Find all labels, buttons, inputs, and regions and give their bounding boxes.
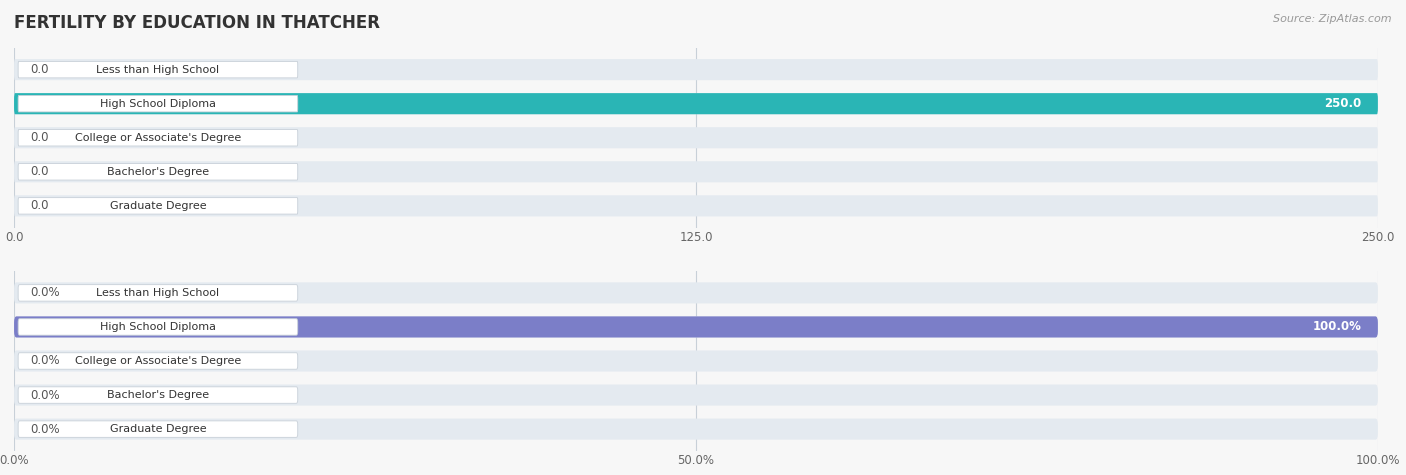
FancyBboxPatch shape — [18, 130, 298, 146]
FancyBboxPatch shape — [18, 95, 298, 112]
FancyBboxPatch shape — [18, 61, 298, 78]
Text: 0.0%: 0.0% — [31, 389, 60, 401]
FancyBboxPatch shape — [14, 161, 1378, 182]
Text: FERTILITY BY EDUCATION IN THATCHER: FERTILITY BY EDUCATION IN THATCHER — [14, 14, 380, 32]
Text: 0.0%: 0.0% — [31, 286, 60, 299]
FancyBboxPatch shape — [14, 418, 1378, 440]
Text: Source: ZipAtlas.com: Source: ZipAtlas.com — [1274, 14, 1392, 24]
Text: Graduate Degree: Graduate Degree — [110, 201, 207, 211]
Text: 0.0: 0.0 — [31, 131, 49, 144]
Text: 0.0: 0.0 — [31, 63, 49, 76]
Text: Bachelor's Degree: Bachelor's Degree — [107, 390, 209, 400]
Text: High School Diploma: High School Diploma — [100, 99, 217, 109]
FancyBboxPatch shape — [18, 285, 298, 301]
FancyBboxPatch shape — [14, 59, 1378, 80]
FancyBboxPatch shape — [18, 319, 298, 335]
FancyBboxPatch shape — [14, 384, 1378, 406]
FancyBboxPatch shape — [14, 93, 1378, 114]
Text: 0.0%: 0.0% — [31, 423, 60, 436]
FancyBboxPatch shape — [18, 198, 298, 214]
FancyBboxPatch shape — [18, 163, 298, 180]
Text: 0.0: 0.0 — [31, 200, 49, 212]
Text: College or Associate's Degree: College or Associate's Degree — [75, 133, 240, 143]
Text: Less than High School: Less than High School — [97, 288, 219, 298]
FancyBboxPatch shape — [14, 351, 1378, 371]
Text: 0.0: 0.0 — [31, 165, 49, 178]
Text: 100.0%: 100.0% — [1313, 321, 1361, 333]
Text: Less than High School: Less than High School — [97, 65, 219, 75]
FancyBboxPatch shape — [14, 195, 1378, 217]
Text: High School Diploma: High School Diploma — [100, 322, 217, 332]
Text: 0.0%: 0.0% — [31, 354, 60, 368]
FancyBboxPatch shape — [14, 127, 1378, 148]
FancyBboxPatch shape — [18, 353, 298, 369]
FancyBboxPatch shape — [14, 93, 1378, 114]
Text: Graduate Degree: Graduate Degree — [110, 424, 207, 434]
FancyBboxPatch shape — [18, 387, 298, 403]
FancyBboxPatch shape — [14, 316, 1378, 338]
Text: College or Associate's Degree: College or Associate's Degree — [75, 356, 240, 366]
FancyBboxPatch shape — [18, 421, 298, 437]
FancyBboxPatch shape — [14, 282, 1378, 304]
Text: Bachelor's Degree: Bachelor's Degree — [107, 167, 209, 177]
FancyBboxPatch shape — [14, 316, 1378, 338]
Text: 250.0: 250.0 — [1324, 97, 1361, 110]
